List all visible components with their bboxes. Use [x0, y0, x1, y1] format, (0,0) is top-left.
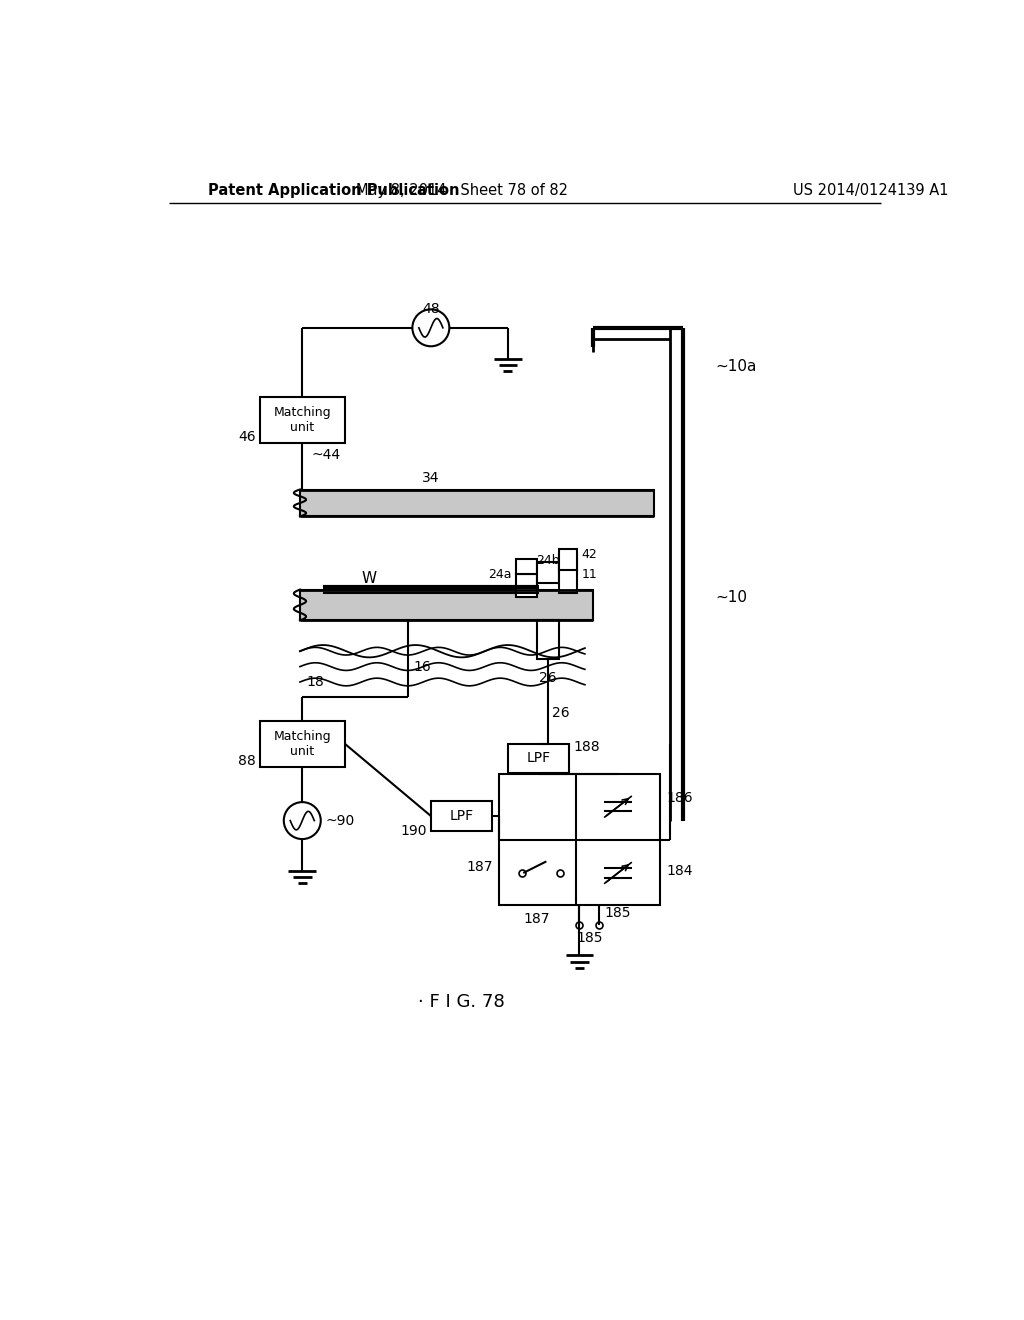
- Text: 34: 34: [422, 471, 439, 484]
- Text: ~44: ~44: [311, 447, 341, 462]
- Bar: [499, 775, 660, 906]
- Text: 190: 190: [400, 824, 427, 838]
- Text: 26: 26: [539, 671, 557, 685]
- Text: Matching
unit: Matching unit: [273, 730, 331, 758]
- Text: Matching
unit: Matching unit: [273, 407, 331, 434]
- Text: 187: 187: [524, 912, 550, 927]
- Text: 185: 185: [605, 906, 631, 920]
- Text: 42: 42: [582, 548, 598, 561]
- Text: ~10: ~10: [716, 590, 748, 605]
- Text: ~10a: ~10a: [716, 359, 757, 374]
- Text: May 8, 2014   Sheet 78 of 82: May 8, 2014 Sheet 78 of 82: [355, 183, 567, 198]
- Text: US 2014/0124139 A1: US 2014/0124139 A1: [793, 183, 948, 198]
- Text: Patent Application Publication: Patent Application Publication: [208, 183, 459, 198]
- Text: 186: 186: [667, 791, 693, 804]
- Text: W: W: [361, 570, 377, 586]
- Text: 24b: 24b: [537, 554, 560, 566]
- Text: 185: 185: [577, 932, 603, 945]
- Text: 46: 46: [239, 430, 256, 444]
- Bar: [300, 490, 654, 516]
- Bar: [260, 721, 345, 767]
- Text: LPF: LPF: [450, 809, 474, 822]
- Text: ~90: ~90: [326, 813, 354, 828]
- Text: 11: 11: [582, 568, 598, 581]
- Text: 48: 48: [422, 301, 439, 315]
- Text: 26: 26: [552, 706, 569, 719]
- Bar: [538, 562, 559, 583]
- Text: 16: 16: [413, 660, 431, 673]
- Bar: [300, 590, 593, 620]
- Bar: [559, 554, 578, 594]
- Text: 24a: 24a: [488, 568, 512, 581]
- Bar: [260, 397, 345, 444]
- Text: 184: 184: [667, 863, 693, 878]
- Text: 18: 18: [306, 675, 324, 689]
- Text: 188: 188: [573, 741, 600, 755]
- Bar: [515, 558, 538, 574]
- Bar: [431, 801, 493, 830]
- Bar: [508, 743, 569, 774]
- Text: · F I G. 78: · F I G. 78: [418, 993, 505, 1011]
- Text: 187: 187: [466, 859, 493, 874]
- Text: 88: 88: [239, 754, 256, 767]
- Bar: [515, 574, 538, 598]
- Bar: [538, 620, 559, 659]
- Text: LPF: LPF: [526, 751, 551, 766]
- Bar: [559, 549, 578, 570]
